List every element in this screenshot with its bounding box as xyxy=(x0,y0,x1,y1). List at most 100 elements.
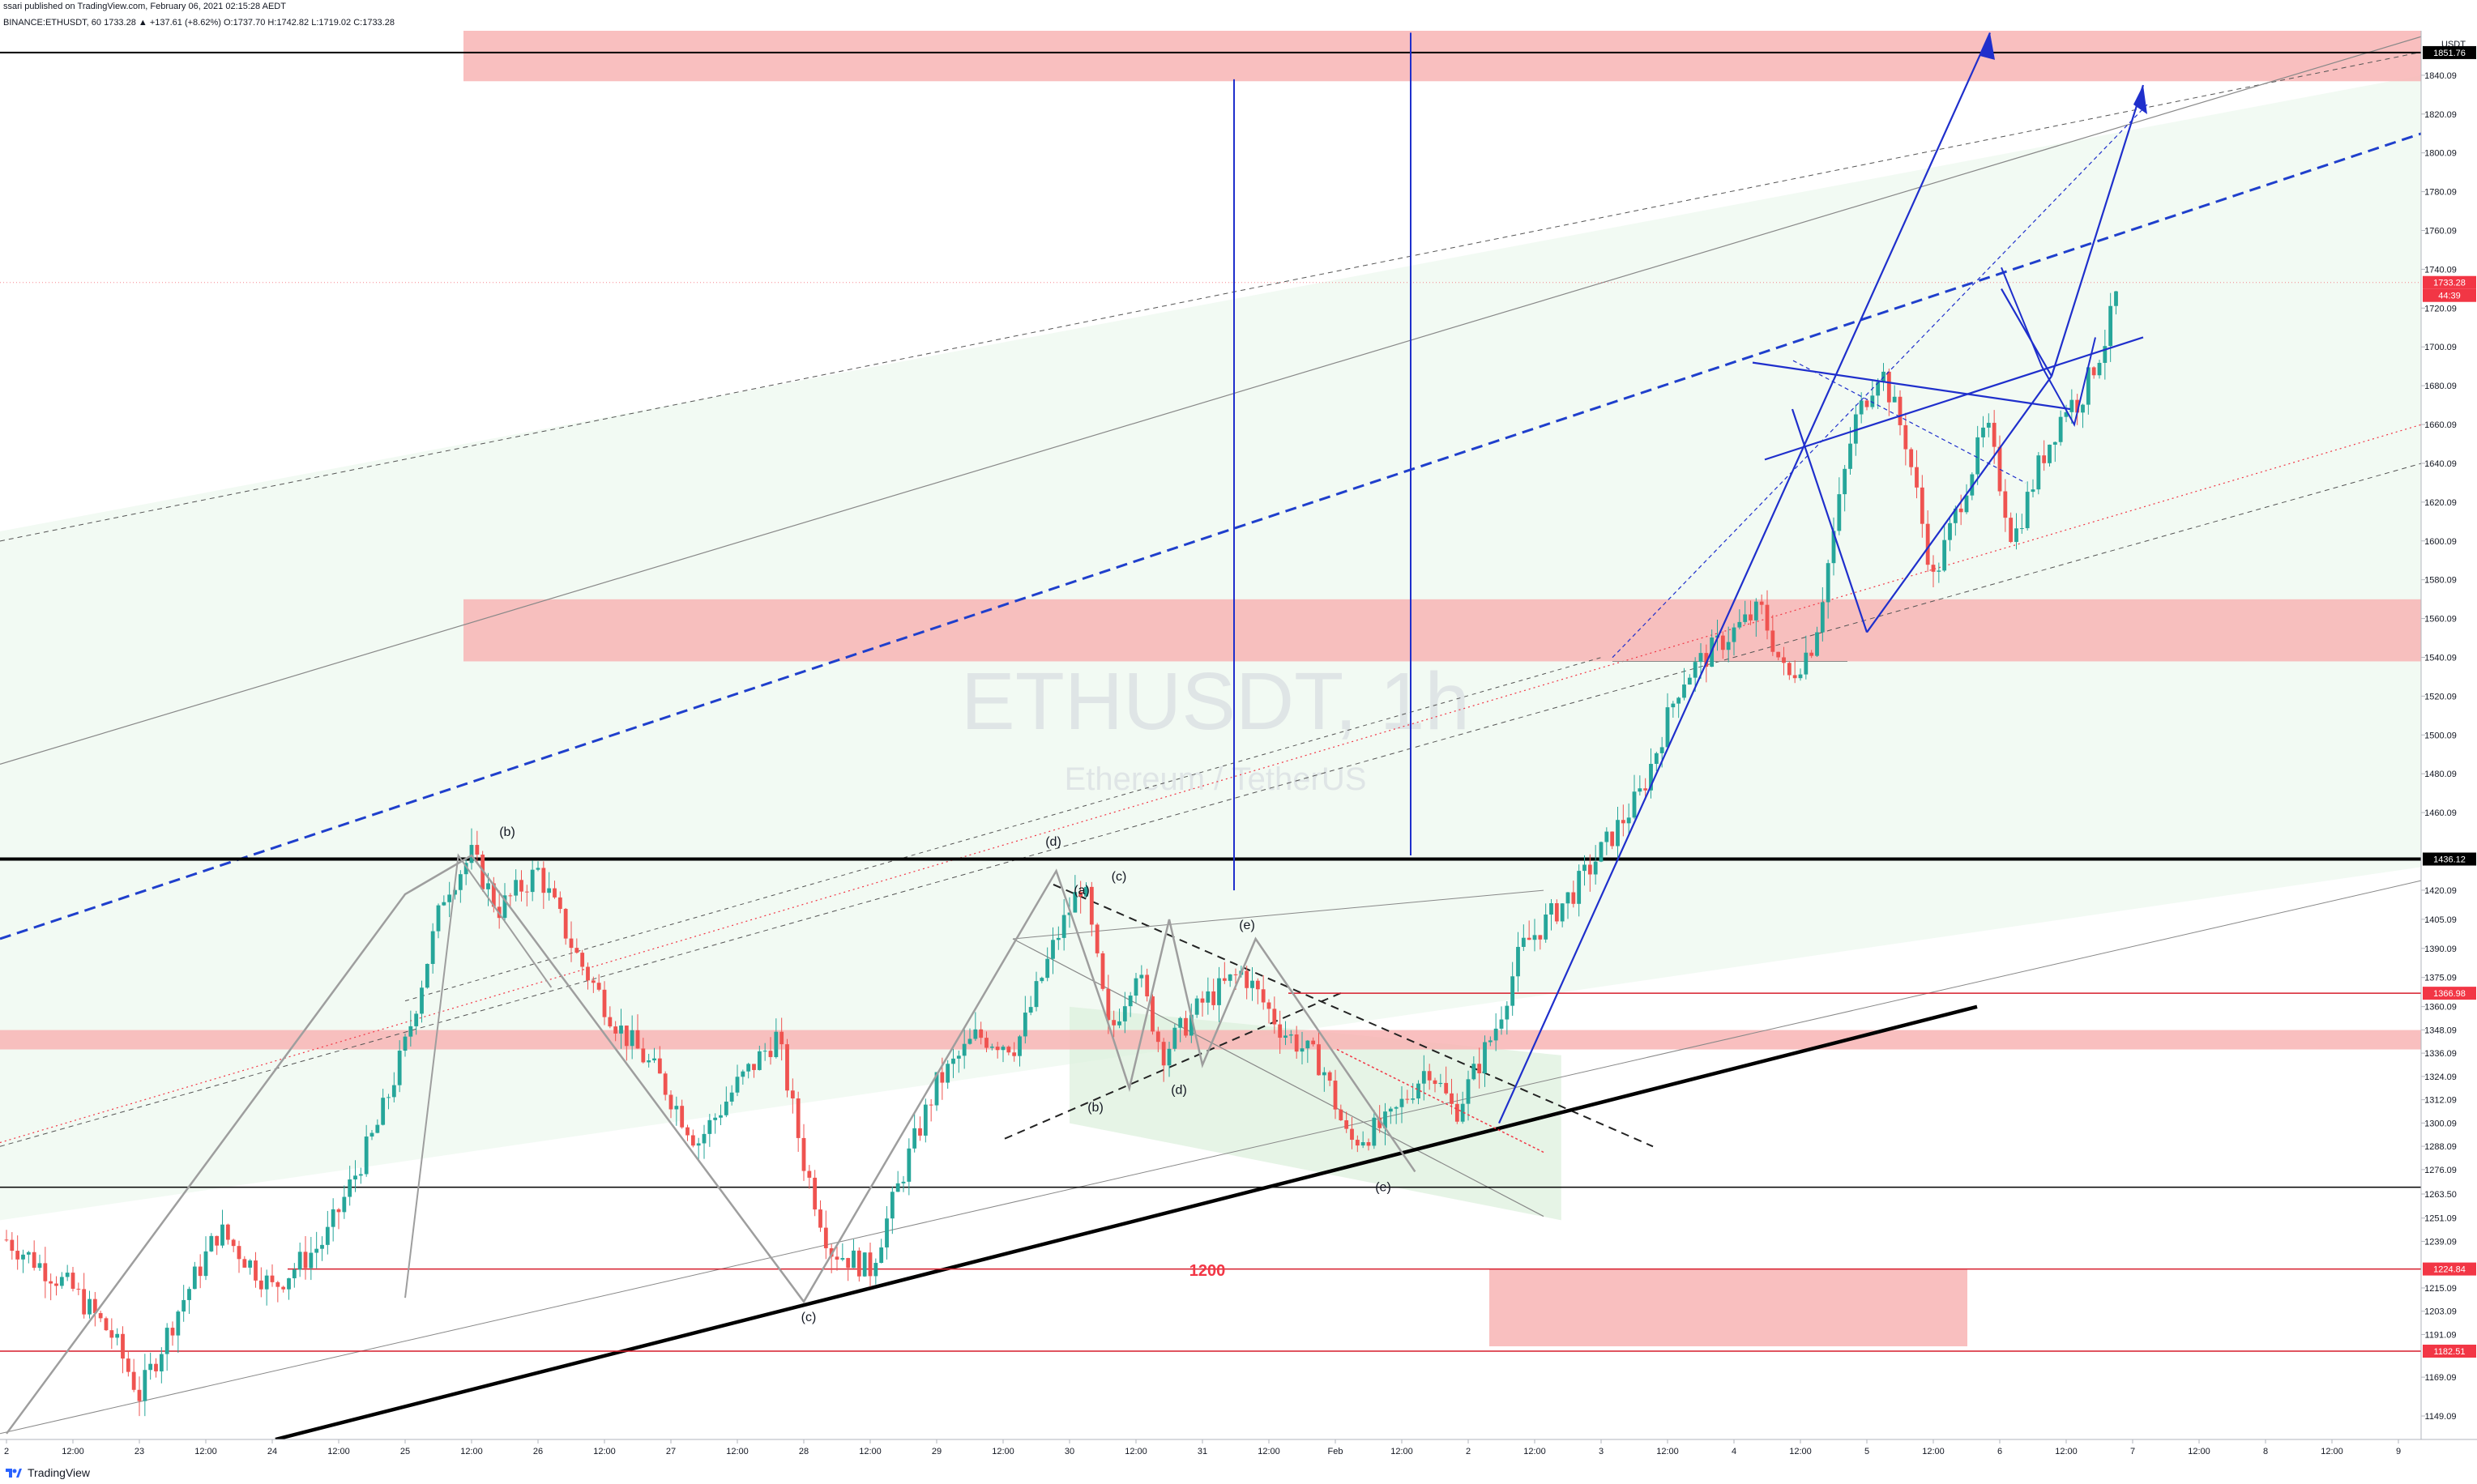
candle-body xyxy=(1444,1082,1449,1094)
price-label-bg xyxy=(2423,852,2476,866)
candle-body xyxy=(929,1104,933,1106)
candle-body xyxy=(92,1298,97,1314)
y-tick-label: 1660.09 xyxy=(2424,420,2457,430)
y-tick-label: 1460.09 xyxy=(2424,808,2457,818)
candle-body xyxy=(121,1333,125,1359)
x-tick-label: 26 xyxy=(533,1447,543,1456)
candle-body xyxy=(4,1239,9,1241)
candle-body xyxy=(1355,1140,1360,1146)
candle-body xyxy=(1698,653,1703,663)
candle-body xyxy=(1261,989,1266,1003)
candle-body xyxy=(54,1283,58,1286)
wave-label: (a) xyxy=(1074,884,1090,898)
candle-body xyxy=(1377,1117,1382,1128)
candle-body xyxy=(2086,367,2091,405)
candle-body xyxy=(1089,886,1094,925)
horizontal-levels xyxy=(0,32,2421,1352)
candle-body xyxy=(995,1047,1000,1051)
candle-body xyxy=(1538,935,1543,940)
candle-body xyxy=(524,891,529,893)
x-tick-label: 8 xyxy=(2263,1447,2268,1456)
y-tick-label: 1312.09 xyxy=(2424,1096,2457,1106)
candle-body xyxy=(314,1248,319,1253)
candle-body xyxy=(729,1092,734,1102)
x-tick-label: 28 xyxy=(799,1447,809,1456)
candle-body xyxy=(1416,1083,1420,1099)
candle-body xyxy=(1616,820,1620,846)
y-tick-label: 1640.09 xyxy=(2424,459,2457,469)
candle-body xyxy=(1643,788,1648,791)
x-tick-label: 12:00 xyxy=(62,1447,84,1456)
candle-body xyxy=(1532,935,1537,940)
x-tick-label: 12:00 xyxy=(2055,1447,2078,1456)
price-axis[interactable]: USDT 1149.091169.091191.091203.091215.09… xyxy=(2420,31,2477,1439)
x-tick-label: 12:00 xyxy=(1258,1447,1280,1456)
y-tick-label: 1203.09 xyxy=(2424,1307,2457,1317)
candle-body xyxy=(619,1026,623,1034)
countdown-label-bg xyxy=(2423,288,2476,302)
arrow-head-icon xyxy=(2133,85,2147,114)
candle-body xyxy=(1726,642,1731,650)
candle-body xyxy=(258,1280,263,1290)
candle-body xyxy=(674,1106,679,1110)
wave-label: (d) xyxy=(1045,835,1061,849)
candle-body xyxy=(358,1174,363,1176)
x-tick-label: 30 xyxy=(1065,1447,1074,1456)
candle-body xyxy=(801,1137,806,1171)
candle-body xyxy=(148,1363,153,1371)
candle-body xyxy=(1045,958,1050,979)
time-axis[interactable]: 2 12:00 23 12:00 24 12:00 25 12:00 26 12:00 27 12:0… xyxy=(0,1439,2477,1456)
candle-body xyxy=(1222,978,1227,981)
candle-body xyxy=(1134,978,1138,996)
candle-body xyxy=(1151,996,1155,1032)
candle-body xyxy=(1621,820,1625,824)
candle-body xyxy=(1155,1031,1160,1043)
candle-body xyxy=(1372,1117,1377,1146)
watermark-subtitle: Ethereum / TetherUS xyxy=(1065,761,1367,797)
candle-body xyxy=(2081,404,2085,413)
price-label-bg xyxy=(2423,987,2476,1000)
candle-body xyxy=(430,931,435,964)
candle-body xyxy=(1587,864,1592,875)
candle-body xyxy=(303,1252,308,1269)
candle-body xyxy=(1040,978,1044,982)
price-labels: 1851.76 1733.28 1436.12 1366.98 1224.84 1182.… xyxy=(2423,45,2476,1358)
x-tick-label: 27 xyxy=(666,1447,676,1456)
candle-body xyxy=(652,1058,656,1060)
candle-body xyxy=(10,1239,15,1252)
candle-body xyxy=(1632,791,1637,818)
y-tick-label: 1580.09 xyxy=(2424,576,2457,586)
candle-body xyxy=(1876,382,1881,396)
candle-body xyxy=(447,894,452,902)
candle-body xyxy=(1798,674,1803,679)
candle-body xyxy=(98,1313,103,1319)
x-tick-label: 12:00 xyxy=(1789,1447,1812,1456)
candle-body xyxy=(1184,1017,1188,1036)
candle-body xyxy=(248,1260,253,1268)
candle-body xyxy=(1272,1009,1277,1025)
candle-body xyxy=(1970,474,1975,496)
candle-body xyxy=(348,1179,352,1197)
x-tick-label: 2 xyxy=(1466,1447,1471,1456)
candle-body xyxy=(187,1289,191,1300)
candle-body xyxy=(1023,1013,1027,1037)
price-label-text: 1224.84 xyxy=(2433,1265,2466,1275)
candle-body xyxy=(1245,970,1249,988)
candle-body xyxy=(1145,974,1150,997)
x-tick-label: 12:00 xyxy=(593,1447,616,1456)
candle-body xyxy=(1078,892,1083,897)
candle-body xyxy=(1300,1048,1305,1052)
candle-body xyxy=(2031,489,2035,493)
x-tick-label: 12:00 xyxy=(194,1447,217,1456)
candle-body xyxy=(1322,1072,1326,1076)
candle-body xyxy=(1870,395,1875,407)
candle-body xyxy=(1527,937,1531,940)
candle-body xyxy=(231,1239,236,1247)
candle-body xyxy=(2014,528,2018,543)
candle-body xyxy=(1986,422,1991,428)
footer: TradingView xyxy=(5,1466,90,1479)
price-label-bg xyxy=(2423,1344,2476,1358)
candle-body xyxy=(724,1101,728,1115)
wave-label: (c) xyxy=(1112,870,1127,884)
